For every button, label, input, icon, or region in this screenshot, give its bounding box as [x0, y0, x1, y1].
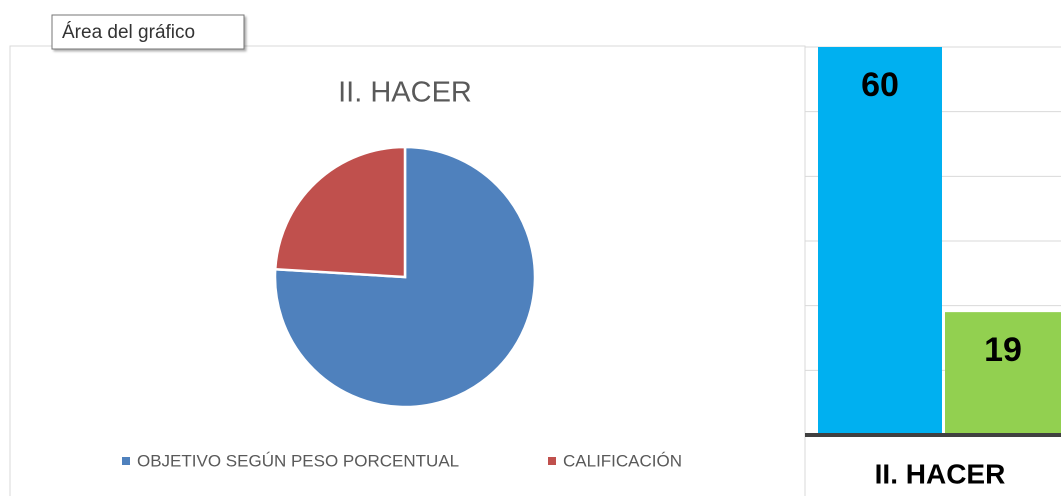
data-label: 60 [861, 66, 899, 104]
bar [945, 312, 1061, 435]
x-tick-label: II. HACER [875, 458, 1006, 489]
pie-slice [273, 145, 537, 409]
tooltip: Área del gráfico [62, 22, 195, 43]
chart-title: II. HACER [338, 77, 472, 109]
data-label: 19 [984, 331, 1022, 369]
tooltip-box [51, 14, 245, 50]
pie-slice [273, 145, 407, 279]
bar [818, 47, 942, 435]
legend-swatch [122, 457, 130, 465]
legend-label: OBJETIVO SEGÚN PESO PORCENTUAL [137, 451, 459, 470]
legend-swatch [548, 457, 556, 465]
legend-label: CALIFICACIÓN [563, 451, 682, 470]
